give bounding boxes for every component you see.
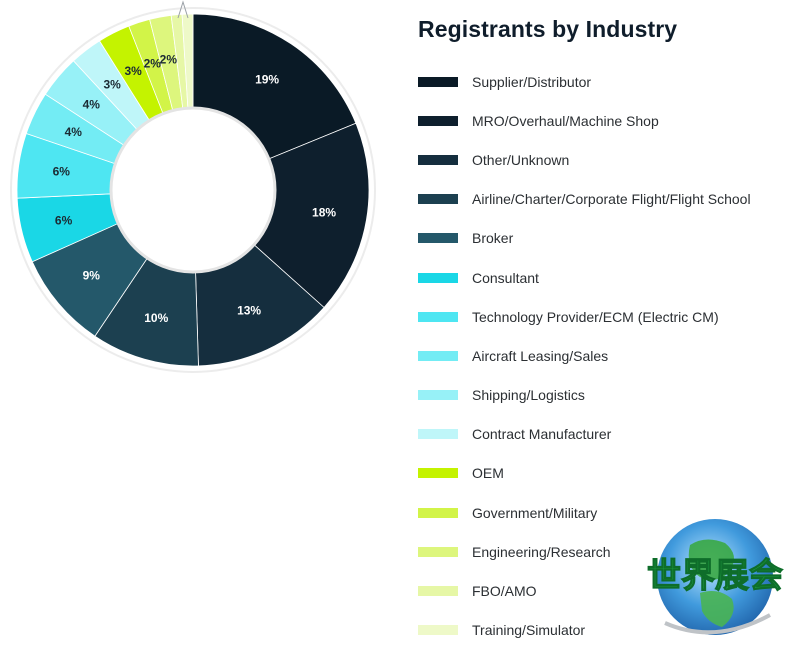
watermark-logo: 世界展会	[630, 515, 800, 645]
legend-item: MRO/Overhaul/Machine Shop	[418, 101, 751, 140]
data-labels-group: 19%18%13%10%9%6%6%4%4%3%3%2%2%	[53, 52, 337, 325]
legend-swatch	[418, 194, 458, 205]
legend-item: Aircraft Leasing/Sales	[418, 336, 751, 375]
legend-label: MRO/Overhaul/Machine Shop	[472, 112, 659, 129]
legend-swatch	[418, 350, 458, 361]
donut-chart-svg: 19%18%13%10%9%6%6%4%4%3%3%2%2%	[10, 0, 376, 373]
data-label: 9%	[83, 269, 101, 283]
legend-swatch	[418, 429, 458, 440]
data-label: 6%	[55, 214, 73, 228]
legend-label: OEM	[472, 465, 504, 482]
legend-item: Consultant	[418, 258, 751, 297]
legend-item: Broker	[418, 219, 751, 258]
legend-item: OEM	[418, 454, 751, 493]
legend-label: Airline/Charter/Corporate Flight/Flight …	[472, 191, 751, 208]
legend-swatch	[418, 233, 458, 244]
legend-swatch	[418, 272, 458, 283]
legend-label: Other/Unknown	[472, 151, 570, 168]
legend-item: Government/Military	[418, 493, 751, 532]
legend-item: Airline/Charter/Corporate Flight/Flight …	[418, 180, 751, 219]
pointer-marker	[177, 0, 189, 19]
legend-swatch	[418, 468, 458, 479]
legend-label: Supplier/Distributor	[472, 73, 592, 90]
legend-item: Other/Unknown	[418, 140, 751, 179]
chart-title: Registrants by Industry	[418, 16, 678, 42]
legend-swatch	[418, 311, 458, 322]
legend-label: Consultant	[472, 269, 539, 286]
legend-label: Training/Simulator	[472, 622, 586, 639]
legend-item: Supplier/Distributor	[418, 62, 751, 101]
data-label: 2%	[160, 52, 178, 66]
data-label: 19%	[255, 73, 279, 87]
legend-swatch	[418, 586, 458, 597]
watermark-text: 世界展会	[647, 556, 783, 596]
legend-label: FBO/AMO	[472, 583, 537, 600]
legend-label: Shipping/Logistics	[472, 387, 585, 404]
legend-swatch	[418, 76, 458, 87]
data-label: 2%	[144, 56, 162, 70]
chart-legend: Supplier/Distributor MRO/Overhaul/Machine…	[418, 62, 751, 650]
data-label: 3%	[103, 77, 121, 91]
legend-swatch	[418, 115, 458, 126]
legend-label: Aircraft Leasing/Sales	[472, 347, 609, 364]
data-label: 18%	[312, 206, 336, 220]
legend-label: Government/Military	[472, 504, 598, 521]
globe-logo-icon: 世界展会	[646, 519, 784, 635]
legend-item: FBO/AMO	[418, 571, 751, 610]
center-hole	[109, 106, 277, 274]
data-label: 4%	[65, 125, 83, 139]
legend-item: Shipping/Logistics	[418, 376, 751, 415]
legend-label: Engineering/Research	[472, 543, 611, 560]
legend-swatch	[418, 546, 458, 557]
legend-item: Engineering/Research	[418, 532, 751, 571]
legend-label: Technology Provider/ECM (Electric CM)	[472, 308, 719, 325]
legend-item: Contract Manufacturer	[418, 415, 751, 454]
legend-swatch	[418, 507, 458, 518]
data-label: 6%	[53, 164, 71, 178]
data-label: 13%	[237, 304, 261, 318]
legend-swatch	[418, 625, 458, 636]
data-label: 10%	[144, 311, 168, 325]
data-label: 4%	[83, 97, 101, 111]
legend-label: Broker	[472, 230, 514, 247]
legend-swatch	[418, 390, 458, 401]
legend-swatch	[418, 154, 458, 165]
outer-ring	[10, 7, 376, 373]
legend-item: Training/Simulator	[418, 611, 751, 650]
legend-label: Contract Manufacturer	[472, 426, 612, 443]
legend-item: Technology Provider/ECM (Electric CM)	[418, 297, 751, 336]
data-label: 3%	[125, 64, 143, 78]
donut-chart: 19% 18% 13% 10% 9% 6% 6% 4% 4% 3% 3% 2% 2%	[0, 0, 400, 400]
